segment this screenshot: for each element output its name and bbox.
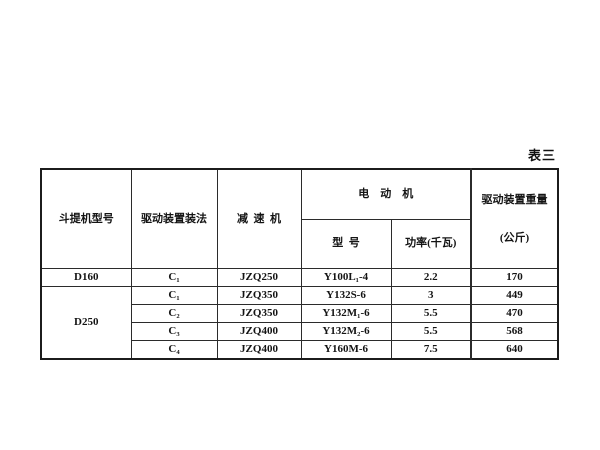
table-row: C₄ JZQ400 Y160M-6 7.5 640 xyxy=(41,340,559,360)
cell-power: 5.5 xyxy=(390,304,472,323)
table-row: D160 C₁ JZQ250 Y100L₁-4 2.2 170 xyxy=(40,268,559,287)
cell-motor-model: Y132M₁-6 xyxy=(300,304,392,323)
spec-table: 斗提机型号 驱动装置装法 减 速 机 电 动 机 驱动装置重量 (公斤) 型 号… xyxy=(40,168,559,360)
cell-motor-model: Y132M₂-6 xyxy=(300,322,392,341)
cell-mounting: C₁ xyxy=(130,268,218,287)
header-motor-model: 型 号 xyxy=(300,218,392,270)
table-row: D250 C₁ JZQ350 Y132S-6 3 449 xyxy=(40,286,559,360)
cell-power: 7.5 xyxy=(390,340,472,360)
cell-weight: 470 xyxy=(470,304,559,323)
cell-mounting: C₃ xyxy=(130,322,218,341)
header-drive-weight: 驱动装置重量 (公斤) xyxy=(470,168,559,269)
header-drive-mounting: 驱动装置装法 xyxy=(130,168,218,269)
cell-elevator: D250 xyxy=(40,286,132,360)
cell-weight: 568 xyxy=(470,322,559,341)
header-motor-group: 电 动 机 xyxy=(300,168,472,220)
cell-power: 5.5 xyxy=(390,322,472,341)
cell-weight: 449 xyxy=(470,286,559,305)
cell-motor-model: Y160M-6 xyxy=(300,340,392,360)
cell-reducer: JZQ350 xyxy=(216,304,302,323)
header-elevator-model: 斗提机型号 xyxy=(40,168,132,269)
cell-reducer: JZQ400 xyxy=(216,322,302,341)
cell-power: 3 xyxy=(390,286,472,305)
header-row-sub: 型 号 功率(千瓦) xyxy=(41,218,558,270)
cell-reducer: JZQ400 xyxy=(216,340,302,360)
header-reducer: 减 速 机 xyxy=(216,168,302,269)
table-caption: 表三 xyxy=(527,148,556,163)
cell-elevator: D160 xyxy=(40,268,132,287)
header-drive-weight-line2: (公斤) xyxy=(499,232,530,244)
table-body: D160 C₁ JZQ250 Y100L₁-4 2.2 170 D250 C₁ … xyxy=(40,268,559,360)
cell-mounting: C₄ xyxy=(130,340,218,360)
cell-motor-model: Y132S-6 xyxy=(300,286,392,305)
header-row-top: 斗提机型号 驱动装置装法 减 速 机 电 动 机 驱动装置重量 (公斤) xyxy=(40,168,559,269)
table-row: C₃ JZQ400 Y132M₂-6 5.5 568 xyxy=(41,322,559,341)
table-header: 斗提机型号 驱动装置装法 减 速 机 电 动 机 驱动装置重量 (公斤) 型 号… xyxy=(40,168,559,270)
cell-weight: 640 xyxy=(470,340,559,360)
header-drive-weight-line1: 驱动装置重量 xyxy=(481,194,548,206)
cell-weight: 170 xyxy=(470,268,559,287)
cell-reducer: JZQ250 xyxy=(216,268,302,287)
cell-power: 2.2 xyxy=(390,268,472,287)
cell-motor-model: Y100L₁-4 xyxy=(300,268,392,287)
header-motor-power: 功率(千瓦) xyxy=(390,218,472,270)
cell-reducer: JZQ350 xyxy=(216,286,302,305)
cell-mounting: C₂ xyxy=(130,304,218,323)
cell-mounting: C₁ xyxy=(130,286,218,305)
